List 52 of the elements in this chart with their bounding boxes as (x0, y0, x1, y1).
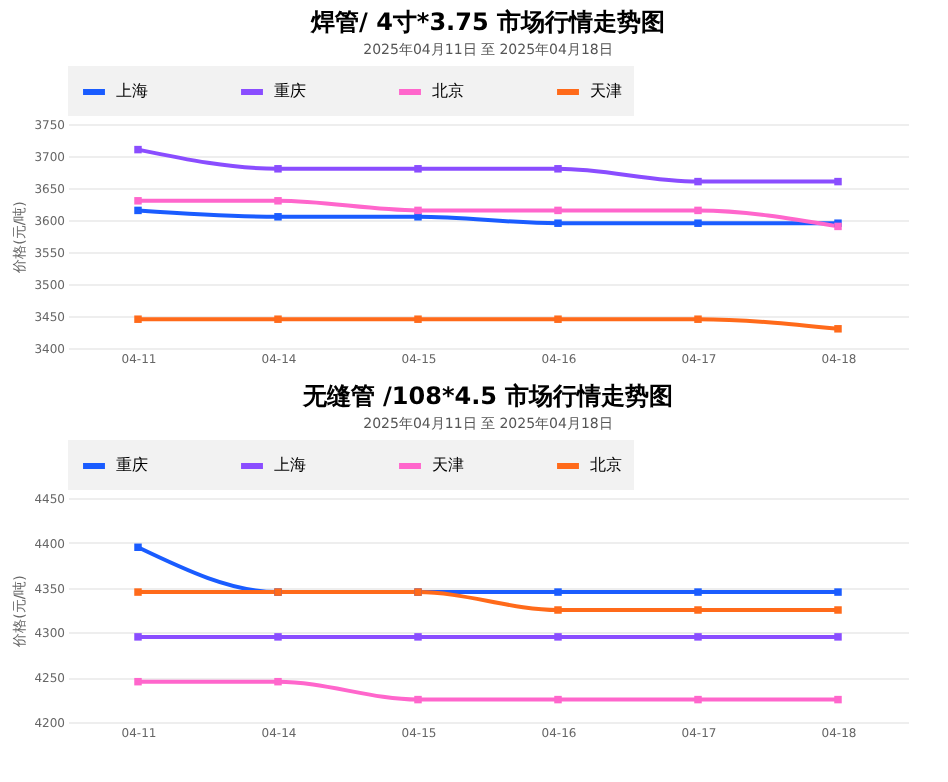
point (274, 165, 282, 173)
point (414, 315, 422, 323)
point (694, 633, 702, 641)
point (694, 177, 702, 186)
point (554, 165, 562, 173)
point (834, 588, 842, 596)
legend-label: 北京 (590, 456, 622, 474)
point (414, 695, 422, 704)
point (554, 315, 562, 323)
point (694, 588, 702, 596)
legend-label: 北京 (432, 82, 464, 100)
legend-label: 上海 (116, 82, 148, 100)
legend-label: 天津 (432, 456, 464, 474)
point (554, 206, 562, 215)
legend-label: 天津 (590, 82, 622, 100)
point (134, 633, 142, 641)
point (554, 633, 562, 641)
legend-label: 重庆 (116, 456, 148, 474)
point (834, 633, 842, 641)
chart-title: 无缝管 /108*4.5 市场行情走势图 (300, 382, 674, 410)
point (274, 197, 282, 205)
point (274, 633, 282, 641)
point (834, 695, 842, 704)
point (694, 606, 702, 614)
point (134, 543, 142, 552)
point (414, 206, 422, 215)
legend-label: 重庆 (274, 82, 306, 100)
chart-title: 焊管/ 4寸*3.75 市场行情走势图 (309, 8, 665, 36)
point (274, 315, 282, 323)
point (834, 325, 842, 333)
point (554, 219, 562, 227)
point (554, 695, 562, 704)
point (134, 197, 142, 205)
point (134, 677, 142, 686)
point (554, 606, 562, 614)
point (134, 588, 142, 596)
point (834, 177, 842, 186)
point (274, 677, 282, 686)
point (134, 315, 142, 323)
point (694, 695, 702, 704)
point (134, 145, 142, 154)
point (834, 606, 842, 614)
point (414, 165, 422, 173)
point (414, 633, 422, 641)
point (274, 213, 282, 221)
point (414, 213, 422, 221)
point (694, 315, 702, 323)
point (554, 588, 562, 596)
point (694, 219, 702, 227)
legend-label: 上海 (274, 456, 306, 474)
point (694, 206, 702, 215)
point (134, 206, 142, 215)
